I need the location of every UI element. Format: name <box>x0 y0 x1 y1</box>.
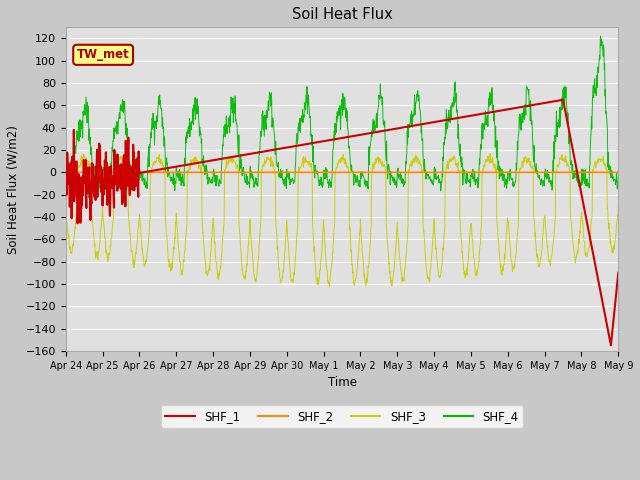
Text: TW_met: TW_met <box>77 48 129 61</box>
Title: Soil Heat Flux: Soil Heat Flux <box>292 7 392 22</box>
Legend: SHF_1, SHF_2, SHF_3, SHF_4: SHF_1, SHF_2, SHF_3, SHF_4 <box>161 405 524 428</box>
Y-axis label: Soil Heat Flux (W/m2): Soil Heat Flux (W/m2) <box>7 125 20 253</box>
X-axis label: Time: Time <box>328 376 356 389</box>
